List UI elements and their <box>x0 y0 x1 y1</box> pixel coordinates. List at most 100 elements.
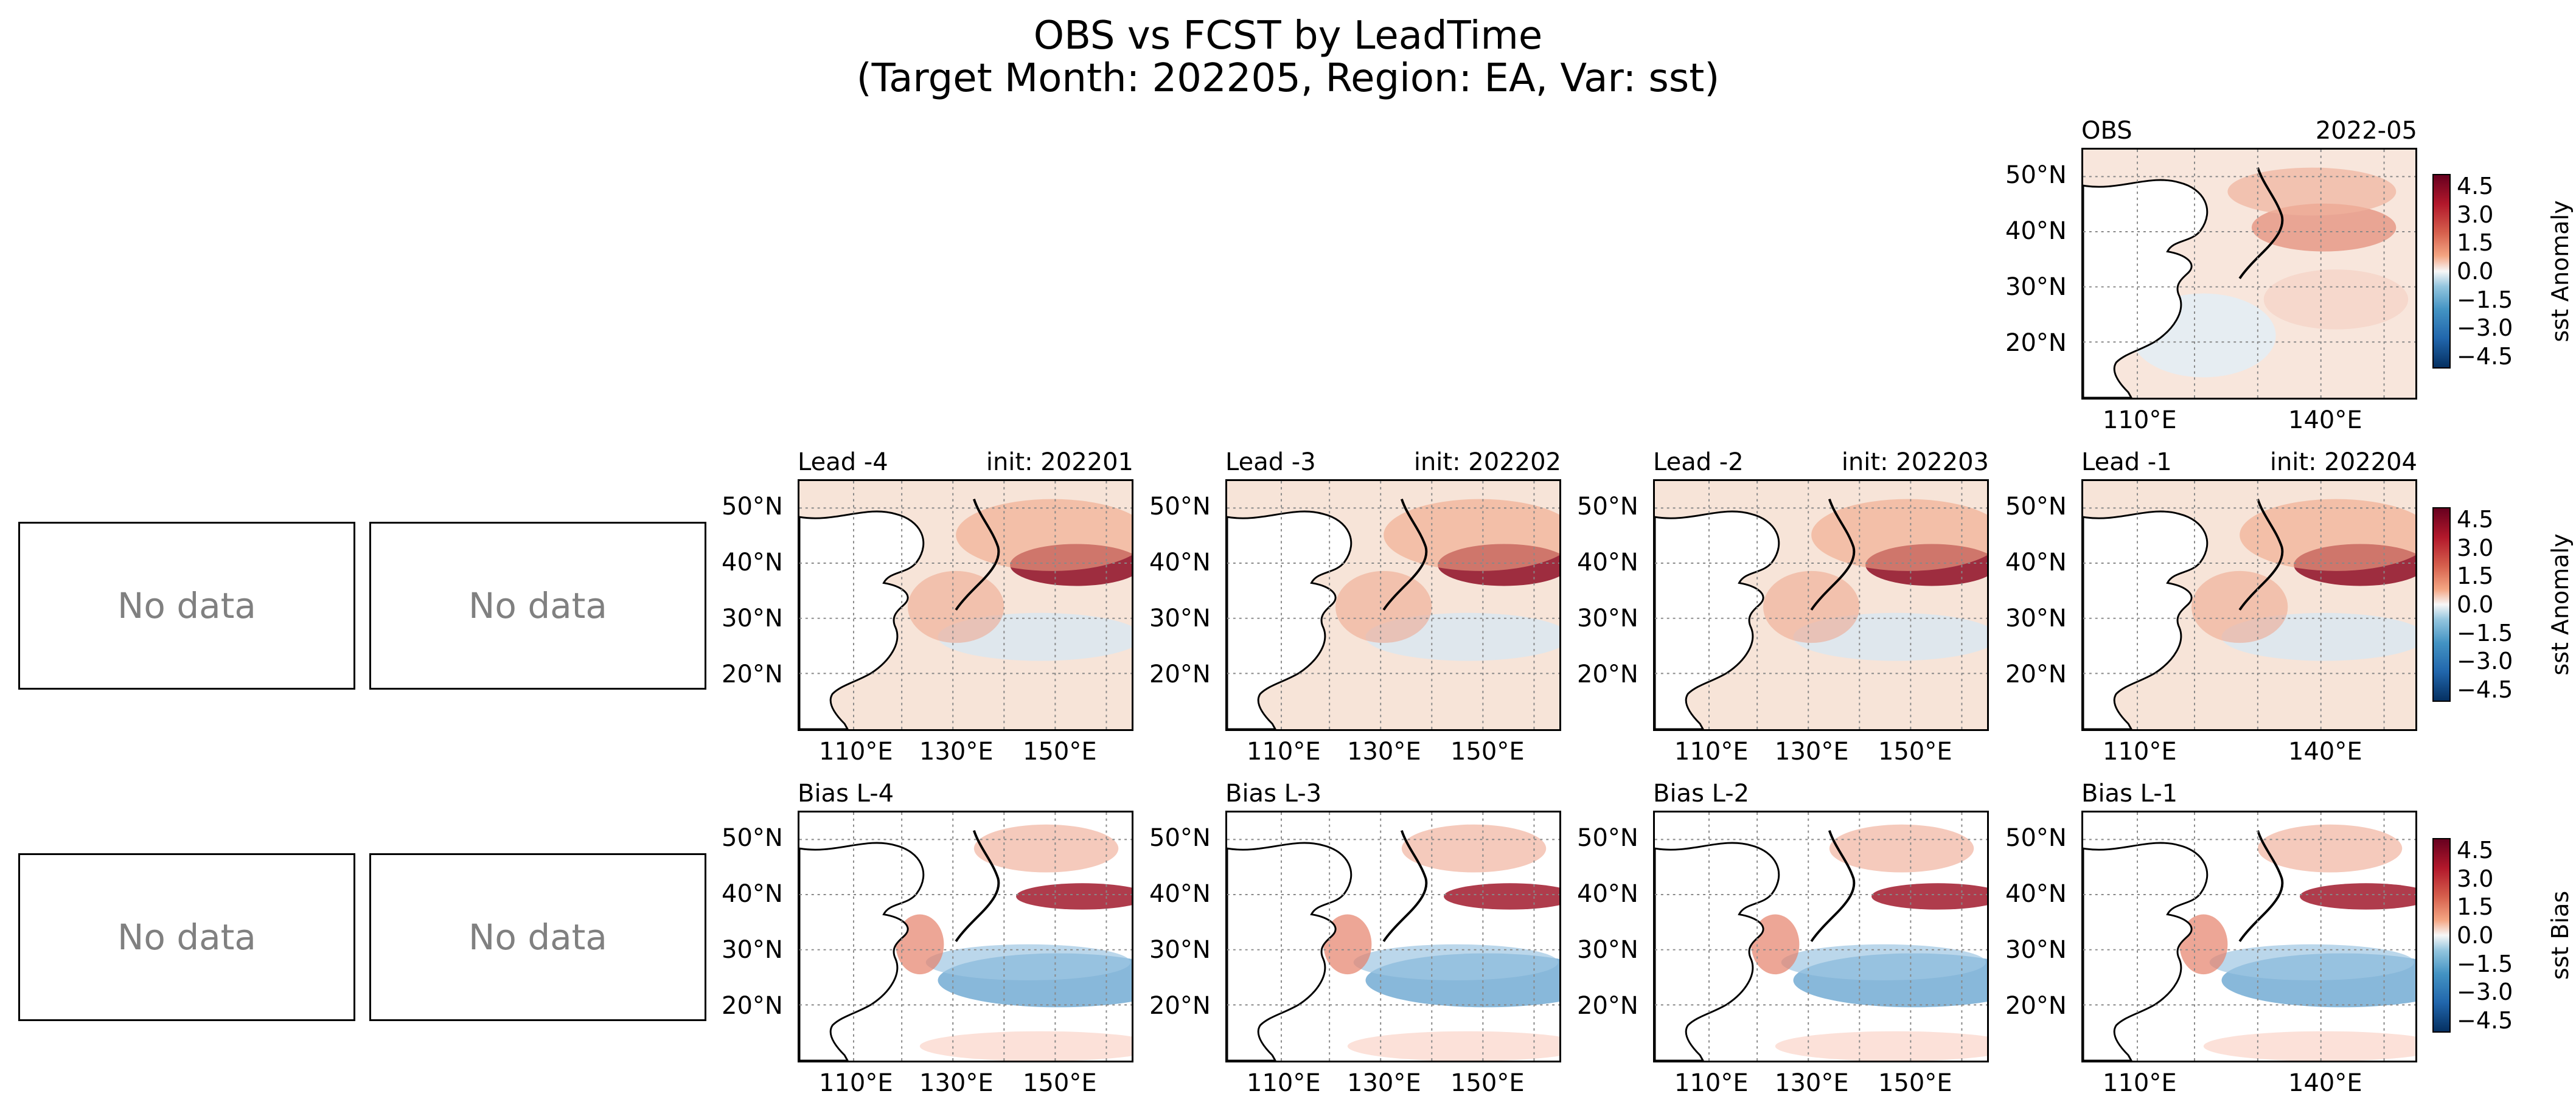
panel-title: Lead -3 <box>1225 448 1316 476</box>
map-frame <box>2081 148 2417 400</box>
lat-label: 40°N <box>722 880 783 908</box>
lat-label: 40°N <box>1149 549 1211 577</box>
lat-label: 20°N <box>2005 329 2067 357</box>
lon-label: 150°E <box>1450 1069 1525 1097</box>
colorbar-tick: 1.5 <box>2457 893 2494 921</box>
map-field <box>2083 481 2415 729</box>
lat-label: 40°N <box>2005 549 2067 577</box>
lon-label: 110°E <box>2103 406 2177 434</box>
map-field <box>799 812 1132 1061</box>
colorbar-gradient <box>2432 174 2451 369</box>
lat-label: 20°N <box>1577 992 1638 1020</box>
lon-label: 110°E <box>2103 1069 2177 1097</box>
lon-label: 110°E <box>819 738 893 766</box>
panel-title: Lead -2 <box>1653 448 1744 476</box>
lat-label: 40°N <box>2005 217 2067 245</box>
map-field <box>1655 481 1987 729</box>
map-field <box>1655 812 1987 1061</box>
colorbar-tick: 4.5 <box>2457 173 2494 199</box>
lat-label: 50°N <box>1577 824 1638 852</box>
map-frame <box>1653 479 1989 731</box>
lon-label: 150°E <box>1878 738 1952 766</box>
panel-subtitle: init: 202203 <box>1841 448 1989 476</box>
panel-subtitle: 2022-05 <box>2315 117 2417 145</box>
lat-label: 40°N <box>2005 880 2067 908</box>
colorbar-tick: −1.5 <box>2457 286 2513 313</box>
lat-label: 50°N <box>1149 824 1211 852</box>
map-field <box>799 481 1132 729</box>
panel-subtitle: init: 202201 <box>986 448 1133 476</box>
lon-label: 110°E <box>2103 738 2177 766</box>
lon-label: 110°E <box>1674 1069 1749 1097</box>
colorbar-tick: −3.0 <box>2457 979 2513 1006</box>
lon-label: 150°E <box>1878 1069 1952 1097</box>
lat-label: 20°N <box>1149 660 1211 688</box>
no-data-panel: No data <box>18 522 355 690</box>
lon-label: 130°E <box>919 1069 994 1097</box>
map-frame <box>1225 811 1561 1062</box>
lat-label: 40°N <box>1577 549 1638 577</box>
colorbar-tick: 4.5 <box>2457 837 2494 864</box>
map-frame <box>1653 811 1989 1062</box>
map-frame <box>2081 811 2417 1062</box>
no-data-panel: No data <box>369 522 706 690</box>
lat-label: 30°N <box>722 605 783 632</box>
figure-title-line1: OBS vs FCST by LeadTime <box>1033 13 1543 58</box>
map-frame <box>2081 479 2417 731</box>
colorbar-tick: −4.5 <box>2457 1007 2513 1034</box>
no-data-text: No data <box>468 585 607 626</box>
lat-label: 30°N <box>2005 605 2067 632</box>
map-field <box>1227 812 1559 1061</box>
no-data-text: No data <box>117 585 256 626</box>
no-data-text: No data <box>117 916 256 958</box>
map-field <box>2083 812 2415 1061</box>
lat-label: 30°N <box>2005 936 2067 964</box>
panel-title: Lead -4 <box>798 448 888 476</box>
lat-label: 40°N <box>722 549 783 577</box>
lat-label: 30°N <box>1577 936 1638 964</box>
figure-title-line2: (Target Month: 202205, Region: EA, Var: … <box>856 56 1720 101</box>
lat-label: 50°N <box>2005 824 2067 852</box>
lat-label: 40°N <box>1577 880 1638 908</box>
lat-label: 30°N <box>2005 273 2067 301</box>
lat-label: 20°N <box>1149 992 1211 1020</box>
no-data-text: No data <box>468 916 607 958</box>
lat-label: 30°N <box>1577 605 1638 632</box>
colorbar-tick: 3.0 <box>2457 534 2494 561</box>
lon-label: 130°E <box>1775 1069 1849 1097</box>
lon-label: 150°E <box>1450 738 1525 766</box>
colorbar-tick: 3.0 <box>2457 201 2494 228</box>
lat-label: 30°N <box>722 936 783 964</box>
colorbar-label: sst Anomaly <box>2547 533 2574 676</box>
lon-label: 110°E <box>1247 1069 1321 1097</box>
lat-label: 20°N <box>1577 660 1638 688</box>
colorbar-tick: 3.0 <box>2457 865 2494 892</box>
colorbar-label: sst Anomaly <box>2547 200 2574 342</box>
panel-title: Bias L-1 <box>2081 780 2178 808</box>
lon-label: 130°E <box>1347 1069 1421 1097</box>
lon-label: 140°E <box>2288 1069 2362 1097</box>
panel-subtitle: init: 202204 <box>2269 448 2417 476</box>
colorbar-gradient <box>2432 507 2451 702</box>
colorbar-label: sst Bias <box>2547 890 2574 980</box>
lon-label: 150°E <box>1023 738 1097 766</box>
panel-title: Bias L-4 <box>798 780 894 808</box>
lat-label: 50°N <box>2005 493 2067 521</box>
no-data-panel: No data <box>369 853 706 1021</box>
lat-label: 20°N <box>2005 660 2067 688</box>
panel-title: Lead -1 <box>2081 448 2172 476</box>
colorbar-tick: 1.5 <box>2457 229 2494 257</box>
panel-subtitle: init: 202202 <box>1413 448 1561 476</box>
colorbar-tick: −1.5 <box>2457 950 2513 977</box>
lon-label: 130°E <box>1347 738 1421 766</box>
lat-label: 50°N <box>1149 493 1211 521</box>
colorbar-tick: −1.5 <box>2457 619 2513 646</box>
colorbar-gradient <box>2432 838 2451 1033</box>
colorbar-tick: 0.0 <box>2457 591 2494 618</box>
no-data-panel: No data <box>18 853 355 1021</box>
lon-label: 110°E <box>819 1069 893 1097</box>
panel-title: OBS <box>2081 117 2132 145</box>
colorbar-tick: −3.0 <box>2457 648 2513 675</box>
lat-label: 20°N <box>722 992 783 1020</box>
lon-label: 130°E <box>1775 738 1849 766</box>
